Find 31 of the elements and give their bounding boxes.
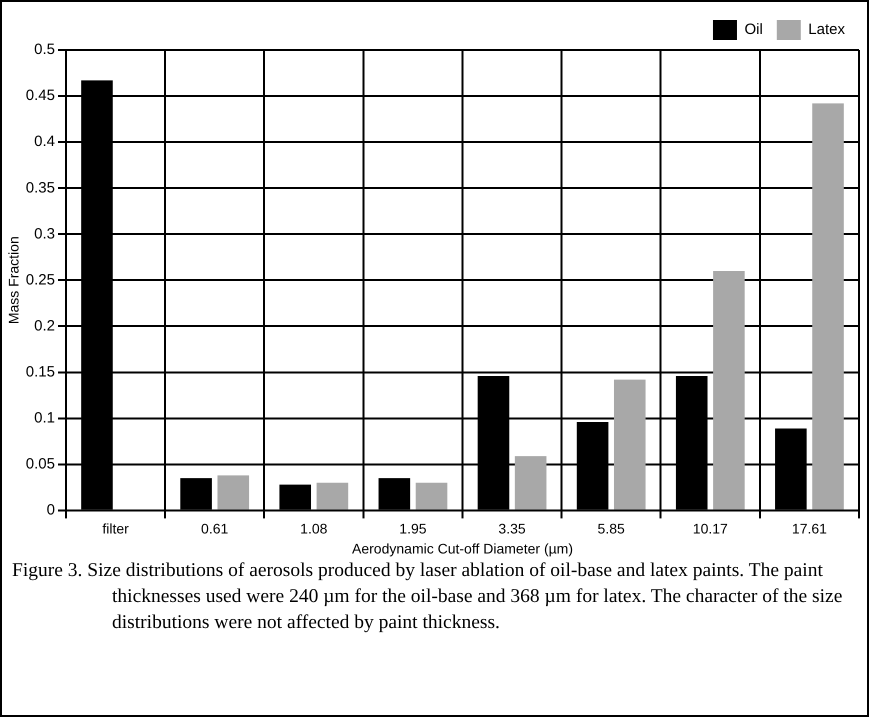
legend-label: Latex xyxy=(808,21,846,38)
bar xyxy=(514,456,546,510)
x-tick-label: 0.61 xyxy=(201,520,229,537)
x-axis-title: Aerodynamic Cut-off Diameter (µm) xyxy=(352,540,573,556)
bar xyxy=(614,380,646,510)
x-tick-label: 10.17 xyxy=(692,520,728,537)
y-tick-label: 0.45 xyxy=(26,87,55,104)
bar xyxy=(217,475,250,510)
y-axis-title: Mass Fraction xyxy=(5,236,22,324)
y-tick-label: 0 xyxy=(46,502,55,519)
bar xyxy=(812,103,844,510)
x-tick-label: 17.61 xyxy=(792,520,828,537)
y-tick-label: 0.2 xyxy=(34,317,55,334)
y-tick-label: 0.35 xyxy=(26,179,55,196)
bar xyxy=(416,482,448,510)
x-tick-label: 1.95 xyxy=(399,520,427,537)
y-tick-label: 0.25 xyxy=(26,271,55,288)
caption: Figure 3. Size distributions of aerosols produced by laser ablation of oil-base and latex paints. The paint thicknesses used were 240 µm for the oil-base and 368 µm for latex. The character of the size distributions were not affected by paint thickness. xyxy=(12,559,844,635)
y-tick-label: 0.1 xyxy=(34,409,55,426)
bar xyxy=(316,482,348,510)
x-tick-label: filter xyxy=(102,520,130,537)
x-tick-label: 1.08 xyxy=(300,520,328,537)
y-tick-label: 0.5 xyxy=(34,41,55,58)
y-tick-label: 0.4 xyxy=(34,133,55,150)
bar xyxy=(713,270,745,510)
x-tick-label: 3.35 xyxy=(498,520,526,537)
y-tick-label: 0.15 xyxy=(26,363,55,380)
y-tick-label: 0.3 xyxy=(34,225,55,242)
y-tick-label: 0.05 xyxy=(26,456,55,472)
x-tick-label: 5.85 xyxy=(598,520,626,537)
legend-label: Oil xyxy=(744,21,763,38)
